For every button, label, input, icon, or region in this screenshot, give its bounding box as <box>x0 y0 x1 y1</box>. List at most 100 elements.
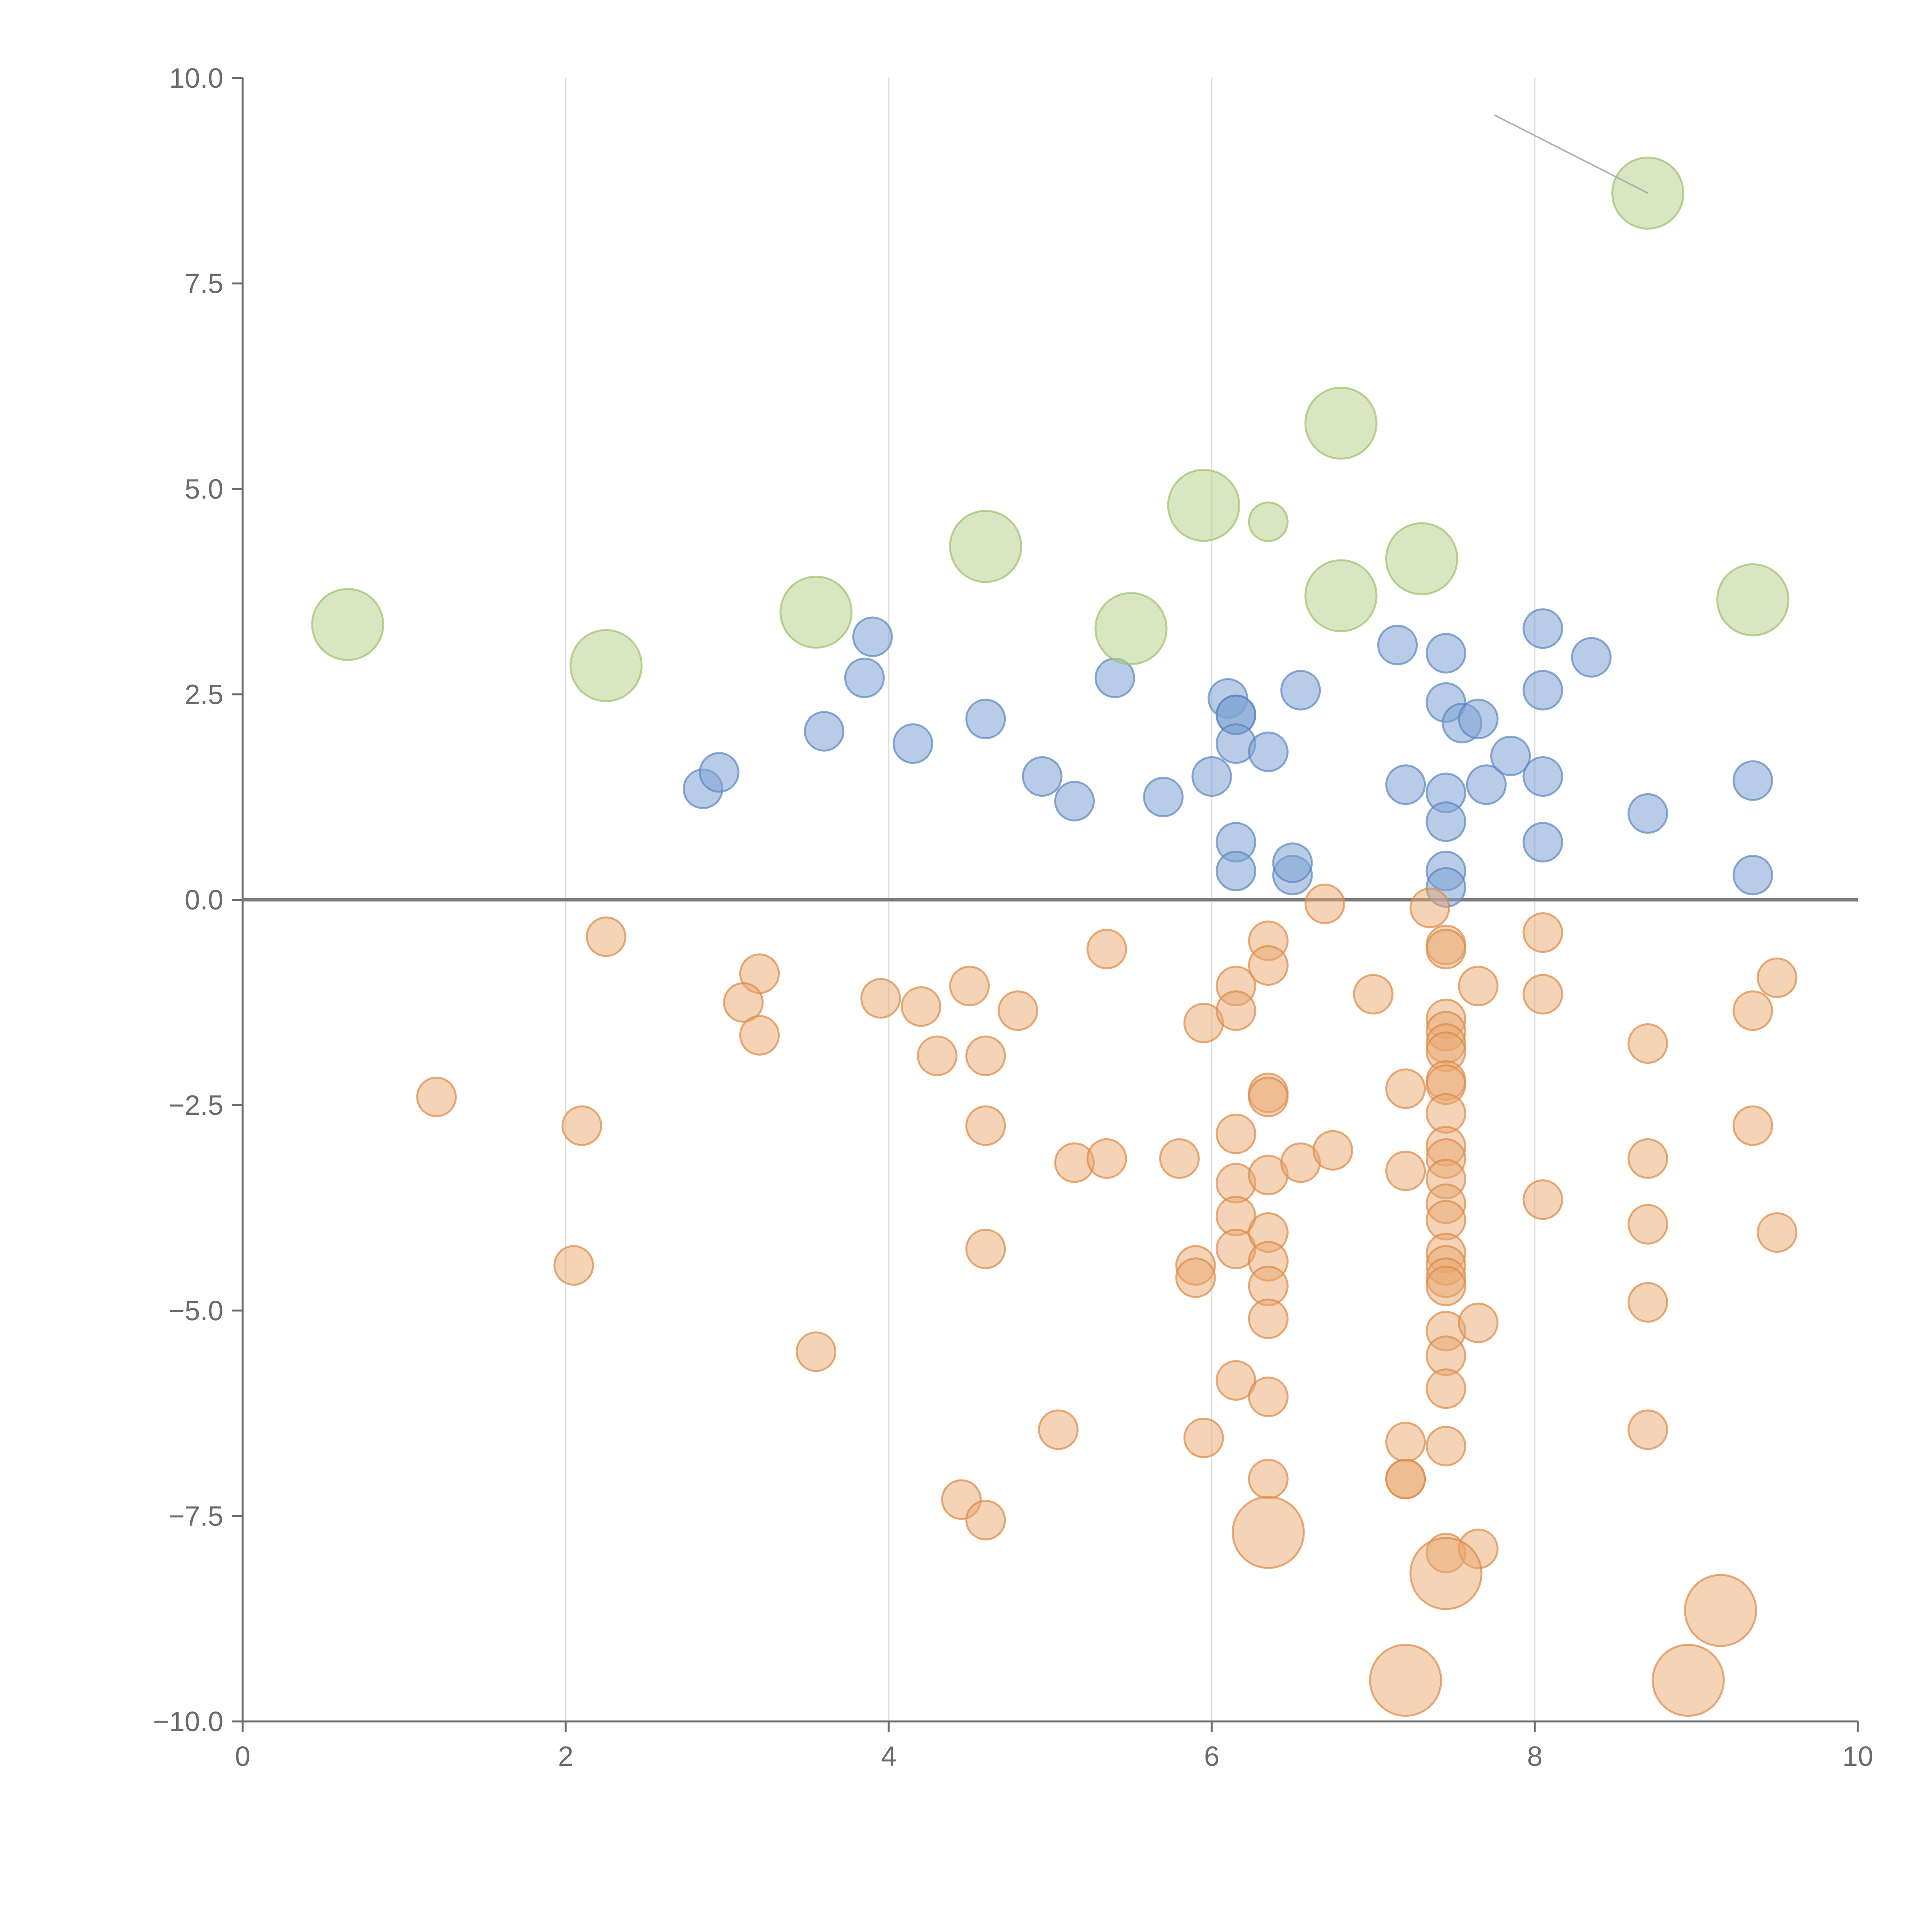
data-point-orange <box>1385 1459 1426 1500</box>
data-point-orange <box>1732 990 1773 1031</box>
data-point-orange <box>1425 929 1466 969</box>
data-point-orange <box>901 986 942 1027</box>
data-point-orange <box>1458 1303 1499 1344</box>
data-point-orange <box>1038 1409 1079 1450</box>
data-point-blue <box>1522 670 1563 711</box>
data-point-blue <box>1143 777 1184 818</box>
data-point-orange <box>1522 1179 1563 1220</box>
data-point-blue <box>1732 760 1773 801</box>
data-point-orange <box>965 1500 1006 1541</box>
data-point-orange <box>965 1105 1006 1146</box>
data-point-blue <box>965 699 1006 740</box>
data-point-orange <box>1183 1417 1224 1458</box>
data-point-blue <box>1248 731 1289 772</box>
x-tick-label: 8 <box>1527 1741 1543 1772</box>
data-point-blue <box>1490 735 1531 776</box>
data-point-orange <box>965 1036 1006 1077</box>
data-point-green <box>1385 522 1458 595</box>
data-point-orange <box>1425 1426 1466 1467</box>
y-tick-label: 7.5 <box>185 269 223 299</box>
data-point-blue <box>1272 842 1313 883</box>
data-point-blue <box>1522 756 1563 797</box>
y-tick-label: 10.0 <box>169 63 223 94</box>
data-point-blue <box>1571 637 1612 678</box>
data-point-orange <box>1732 1105 1773 1146</box>
data-point-orange <box>965 1228 1006 1269</box>
data-point-orange <box>1248 1376 1289 1417</box>
data-point-orange <box>1086 1138 1127 1179</box>
data-point-orange <box>1385 1150 1426 1191</box>
axes: 0 2 4 6 8 10 10.0 7.5 5.0 2.5 0.0 −2.5 −5.0 −7.5 −10.0 <box>153 63 1873 1772</box>
data-point-blue <box>1385 764 1426 805</box>
data-point-orange <box>416 1077 457 1117</box>
data-point-blue <box>1466 764 1507 805</box>
data-point-orange <box>1248 1298 1289 1339</box>
data-point-orange <box>1248 1077 1289 1117</box>
y-tick-label: 5.0 <box>185 474 223 505</box>
data-point-orange <box>553 1245 594 1286</box>
data-point-orange <box>1248 1459 1289 1500</box>
data-point-orange <box>561 1105 602 1146</box>
x-tick-label: 0 <box>235 1741 250 1772</box>
data-point-blue <box>893 723 934 764</box>
data-point-orange <box>1385 1068 1426 1109</box>
data-point-green <box>1716 563 1789 636</box>
data-point-blue <box>1022 756 1063 797</box>
data-point-orange-large <box>1651 1644 1725 1717</box>
y-tick-label: −5.0 <box>168 1296 223 1327</box>
leader-lines <box>1494 114 1648 194</box>
data-point-blue <box>1280 670 1321 711</box>
data-point-orange <box>1216 1360 1257 1401</box>
data-point-blue <box>1191 756 1232 797</box>
data-point-green <box>779 575 853 649</box>
data-point-orange <box>1409 888 1450 929</box>
data-point-orange <box>723 982 764 1023</box>
data-point-blue <box>1732 855 1773 896</box>
data-point-blue <box>1458 699 1499 740</box>
annotation-leader-line <box>1494 114 1648 194</box>
data-point-orange-large <box>1231 1496 1305 1569</box>
data-point-green <box>1248 501 1289 542</box>
data-point-blue <box>1377 624 1418 665</box>
y-tick-label: 2.5 <box>185 679 223 710</box>
data-point-orange <box>860 978 901 1019</box>
data-point-blue <box>804 711 845 752</box>
data-point-blue <box>1522 822 1563 863</box>
data-point-orange <box>1522 974 1563 1015</box>
data-point-blue <box>852 616 893 657</box>
data-point-orange <box>949 966 990 1007</box>
data-point-blue <box>1425 633 1466 674</box>
data-point-orange <box>1385 1422 1426 1463</box>
data-point-blue <box>1522 608 1563 649</box>
data-point-orange <box>586 916 626 957</box>
data-point-orange <box>1628 1204 1668 1245</box>
data-point-orange <box>1425 1368 1466 1409</box>
data-point-green <box>1304 386 1378 460</box>
data-point-orange <box>1086 929 1127 969</box>
data-point-green <box>949 510 1022 583</box>
data-point-orange <box>997 990 1038 1031</box>
data-point-orange <box>1216 990 1257 1031</box>
y-tick-label: −7.5 <box>168 1501 223 1532</box>
data-point-orange-large <box>1369 1644 1442 1717</box>
data-point-orange <box>1248 945 1289 986</box>
data-point-green <box>570 629 643 702</box>
data-point-green <box>311 588 384 661</box>
data-point-green <box>1167 469 1240 542</box>
data-point-blue <box>1425 801 1466 842</box>
x-tick-label: 2 <box>558 1741 573 1772</box>
data-point-orange <box>1628 1409 1668 1450</box>
data-point-orange <box>1175 1257 1216 1298</box>
x-tick-label: 10 <box>1842 1741 1873 1772</box>
data-point-orange <box>1216 1114 1257 1155</box>
data-point-orange <box>917 1036 957 1077</box>
data-point-orange <box>1757 957 1798 998</box>
y-tick-label: −2.5 <box>168 1090 223 1121</box>
data-point-orange <box>1425 1265 1466 1306</box>
data-point-orange <box>1522 912 1563 953</box>
data-point-orange <box>739 1015 780 1056</box>
data-point-green <box>1094 592 1168 665</box>
data-point-orange <box>1313 1130 1353 1171</box>
data-point-orange-large <box>1409 1537 1483 1610</box>
